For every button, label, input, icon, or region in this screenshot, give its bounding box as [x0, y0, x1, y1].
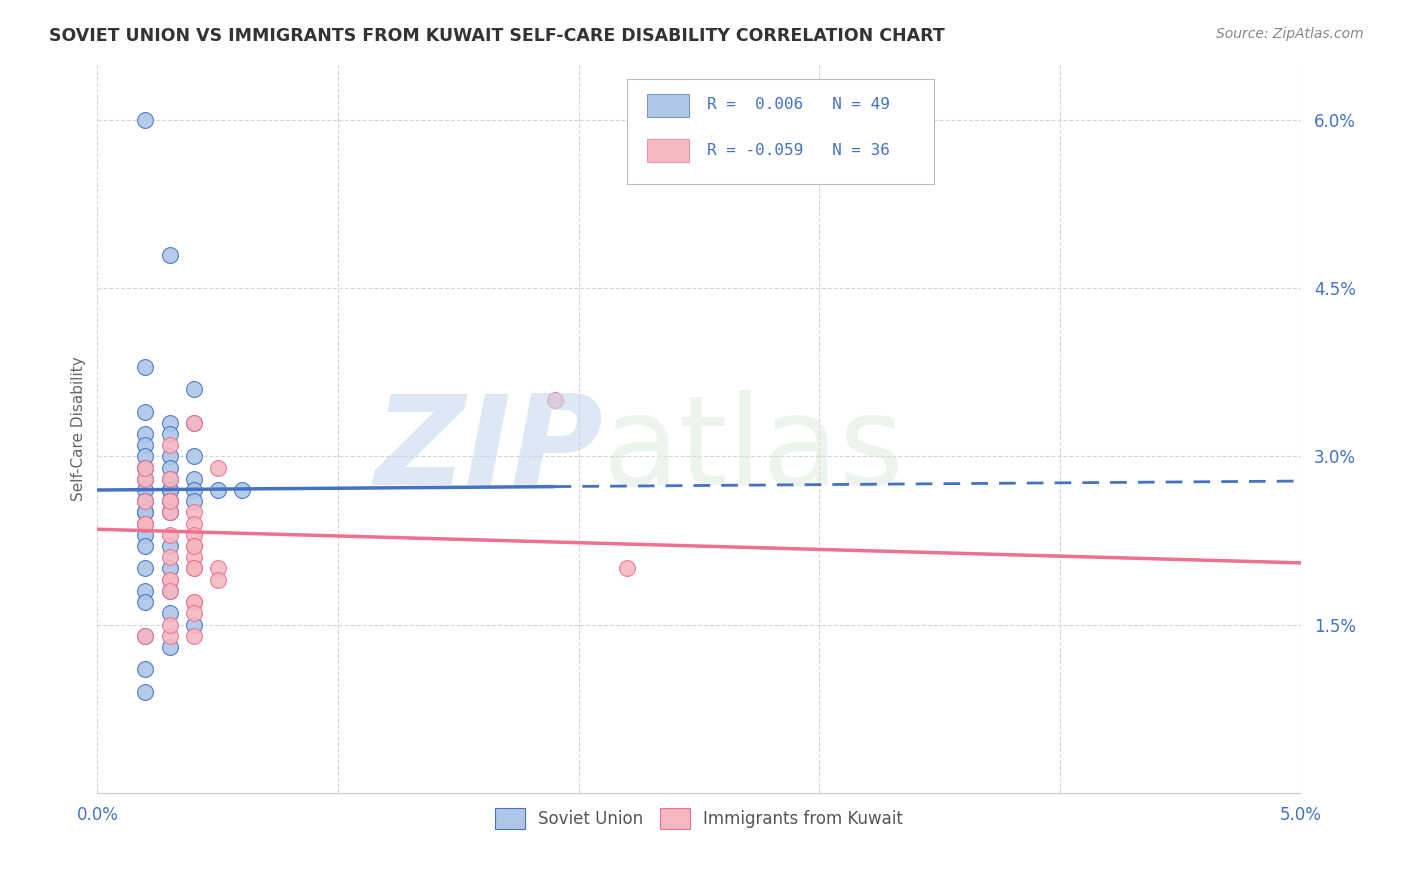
Text: Source: ZipAtlas.com: Source: ZipAtlas.com: [1216, 27, 1364, 41]
Point: [183, 528, 205, 542]
Point: [159, 640, 181, 654]
Point: [159, 472, 181, 486]
Point: [134, 472, 156, 486]
Point: [134, 427, 156, 442]
Text: SOVIET UNION VS IMMIGRANTS FROM KUWAIT SELF-CARE DISABILITY CORRELATION CHART: SOVIET UNION VS IMMIGRANTS FROM KUWAIT S…: [49, 27, 945, 45]
Text: ZIP: ZIP: [374, 390, 603, 511]
Point: [134, 662, 156, 676]
Point: [616, 561, 638, 575]
Point: [134, 460, 156, 475]
Point: [134, 595, 156, 609]
Point: [134, 516, 156, 531]
Point: [134, 516, 156, 531]
FancyBboxPatch shape: [647, 139, 689, 162]
Point: [134, 359, 156, 374]
Point: [159, 427, 181, 442]
Y-axis label: Self-Care Disability: Self-Care Disability: [72, 356, 86, 500]
Point: [134, 505, 156, 519]
Point: [207, 561, 229, 575]
Point: [183, 561, 205, 575]
Point: [207, 573, 229, 587]
Point: [159, 583, 181, 598]
Point: [134, 505, 156, 519]
Point: [543, 393, 565, 408]
Point: [159, 583, 181, 598]
Point: [134, 629, 156, 643]
Point: [183, 539, 205, 553]
Point: [134, 460, 156, 475]
Point: [134, 438, 156, 452]
Point: [134, 404, 156, 418]
Point: [159, 573, 181, 587]
Point: [159, 539, 181, 553]
Text: atlas: atlas: [603, 390, 905, 511]
Point: [159, 528, 181, 542]
Point: [159, 494, 181, 508]
Legend: Soviet Union, Immigrants from Kuwait: Soviet Union, Immigrants from Kuwait: [488, 802, 910, 835]
Point: [207, 460, 229, 475]
Point: [159, 617, 181, 632]
FancyBboxPatch shape: [627, 78, 934, 185]
Point: [159, 416, 181, 430]
Point: [134, 539, 156, 553]
Point: [159, 483, 181, 497]
Point: [159, 505, 181, 519]
Point: [159, 629, 181, 643]
Point: [159, 460, 181, 475]
Point: [134, 450, 156, 464]
Point: [159, 573, 181, 587]
Point: [183, 416, 205, 430]
Point: [183, 550, 205, 565]
Point: [183, 595, 205, 609]
Point: [134, 583, 156, 598]
Point: [159, 247, 181, 261]
Point: [183, 516, 205, 531]
Text: R = -0.059   N = 36: R = -0.059 N = 36: [707, 143, 890, 158]
FancyBboxPatch shape: [647, 94, 689, 117]
Point: [134, 528, 156, 542]
Point: [183, 382, 205, 396]
Point: [159, 607, 181, 621]
Point: [159, 550, 181, 565]
Point: [183, 595, 205, 609]
Point: [159, 438, 181, 452]
Point: [183, 505, 205, 519]
Point: [207, 483, 229, 497]
Point: [159, 494, 181, 508]
Point: [183, 629, 205, 643]
Point: [183, 607, 205, 621]
Point: [159, 561, 181, 575]
Point: [134, 516, 156, 531]
Point: [134, 113, 156, 128]
Point: [183, 539, 205, 553]
Point: [159, 505, 181, 519]
Point: [134, 629, 156, 643]
Point: [183, 617, 205, 632]
Point: [183, 472, 205, 486]
Point: [134, 472, 156, 486]
Point: [159, 494, 181, 508]
Point: [134, 494, 156, 508]
Text: R =  0.006   N = 49: R = 0.006 N = 49: [707, 97, 890, 112]
Point: [183, 416, 205, 430]
Point: [134, 494, 156, 508]
Point: [159, 505, 181, 519]
Point: [183, 450, 205, 464]
Point: [134, 685, 156, 699]
Point: [159, 494, 181, 508]
Point: [134, 561, 156, 575]
Point: [159, 483, 181, 497]
Point: [134, 460, 156, 475]
Point: [183, 483, 205, 497]
Point: [159, 450, 181, 464]
Point: [231, 483, 253, 497]
Point: [183, 494, 205, 508]
Point: [183, 561, 205, 575]
Point: [159, 472, 181, 486]
Point: [134, 483, 156, 497]
Point: [134, 494, 156, 508]
